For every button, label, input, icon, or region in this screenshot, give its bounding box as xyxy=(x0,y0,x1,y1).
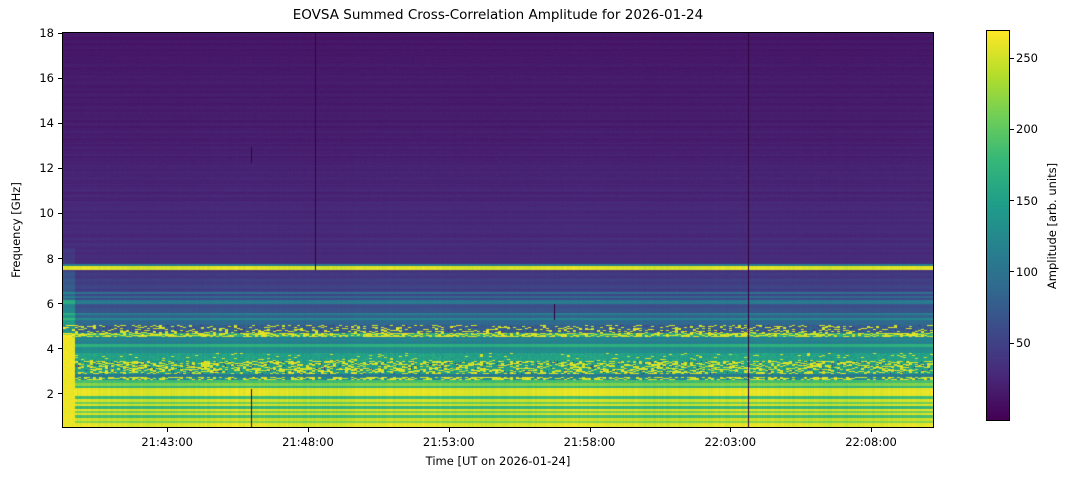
y-tick-label: 2 xyxy=(46,386,54,401)
colorbar-tick-label: 150 xyxy=(1016,193,1038,208)
y-tick xyxy=(58,393,62,395)
x-tick xyxy=(589,428,591,432)
colorbar-tick xyxy=(1010,342,1014,344)
colorbar-tick xyxy=(1010,128,1014,130)
x-tick-label: 22:08:00 xyxy=(845,435,897,449)
y-tick xyxy=(58,122,62,124)
x-tick xyxy=(448,428,450,432)
y-tick xyxy=(58,303,62,305)
y-tick xyxy=(58,167,62,169)
y-tick-label: 12 xyxy=(39,161,54,176)
y-tick-label: 6 xyxy=(46,296,54,311)
y-tick-label: 18 xyxy=(39,26,54,40)
y-tick-label: 16 xyxy=(39,71,54,86)
colorbar-tick-label: 200 xyxy=(1016,122,1038,137)
y-tick xyxy=(58,348,62,350)
x-tick-label: 21:48:00 xyxy=(282,435,334,449)
x-tick xyxy=(307,428,309,432)
x-tick-label: 22:03:00 xyxy=(704,435,757,449)
colorbar-tick-label: 250 xyxy=(1016,51,1038,66)
colorbar-tick-label: 50 xyxy=(1016,336,1031,351)
colorbar-tick xyxy=(1010,271,1014,273)
y-tick-label: 4 xyxy=(46,341,54,356)
x-tick-label: 21:43:00 xyxy=(141,435,193,449)
colorbar-tick xyxy=(1010,57,1014,59)
x-tick-label: 21:58:00 xyxy=(563,435,616,449)
colorbar-tick-label: 100 xyxy=(1016,264,1038,279)
x-tick xyxy=(167,428,169,432)
y-tick xyxy=(58,77,62,79)
y-tick-label: 8 xyxy=(46,251,54,266)
y-tick-label: 14 xyxy=(39,116,54,131)
y-tick xyxy=(58,32,62,34)
colorbar-tick xyxy=(1010,200,1014,202)
x-tick-label: 21:53:00 xyxy=(422,435,475,449)
x-tick xyxy=(871,428,873,432)
colorbar-gradient xyxy=(987,31,1009,420)
x-axis-label: Time [UT on 2026-01-24] xyxy=(425,454,571,468)
y-tick-label: 10 xyxy=(39,206,54,221)
y-tick xyxy=(58,212,62,214)
y-tick xyxy=(58,258,62,260)
spectrogram-heatmap xyxy=(63,33,933,427)
x-tick xyxy=(730,428,732,432)
chart-title: EOVSA Summed Cross-Correlation Amplitude… xyxy=(292,7,704,23)
